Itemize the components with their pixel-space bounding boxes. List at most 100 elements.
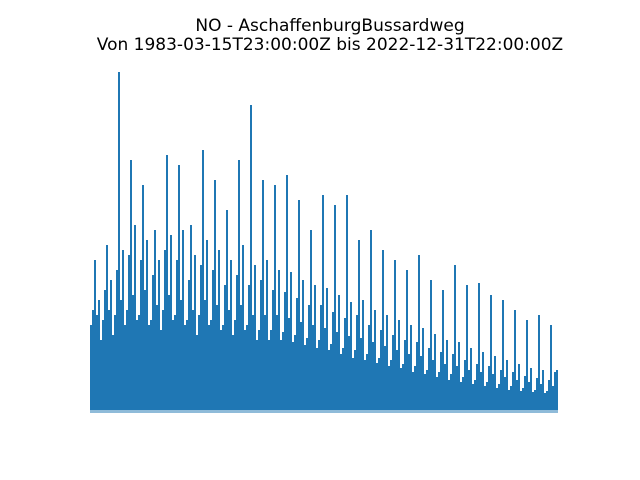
series-spike-column <box>344 318 346 410</box>
series-spike-column <box>406 270 408 410</box>
series-spike-column <box>222 325 224 410</box>
series-spike-column <box>308 305 310 410</box>
series-spike-column <box>276 315 278 410</box>
series-spike-column <box>328 350 330 410</box>
series-spike-column <box>232 335 234 410</box>
series-spike-column <box>438 372 440 410</box>
series-spike-column <box>284 292 286 410</box>
series-spike-column <box>146 240 148 410</box>
series-spike-column <box>536 378 538 410</box>
series-spike-column <box>96 315 98 410</box>
series-spike-column <box>170 235 172 410</box>
series-spike-column <box>278 270 280 410</box>
series-spike-column <box>454 265 456 410</box>
series-spike-column <box>208 325 210 410</box>
series-spike-column <box>164 250 166 410</box>
series-spike-column <box>490 295 492 410</box>
series-spike-column <box>370 230 372 410</box>
series-spike-column <box>548 380 550 410</box>
series-spike-column <box>374 310 376 410</box>
series-spike-column <box>448 380 450 410</box>
series-spike-column <box>186 320 188 410</box>
series-spike-column <box>318 340 320 410</box>
series-spike-column <box>534 390 536 410</box>
series-spike-column <box>296 298 298 410</box>
series-spike-column <box>172 320 174 410</box>
series-spike-column <box>554 372 556 410</box>
series-spike-column <box>262 180 264 410</box>
series-spike-column <box>550 325 552 410</box>
series-spike-column <box>310 230 312 410</box>
series-spike-column <box>312 325 314 410</box>
series-spike-column <box>144 290 146 410</box>
series-spike-column <box>528 382 530 410</box>
series-spike-column <box>430 280 432 410</box>
series-spike-column <box>378 358 380 410</box>
series-spike-column <box>148 325 150 410</box>
series-spike-column <box>416 342 418 410</box>
series-spike-column <box>382 250 384 410</box>
series-spike-column <box>192 310 194 410</box>
series-spike-column <box>104 290 106 410</box>
series-spike-column <box>510 386 512 410</box>
series-spike-column <box>496 388 498 410</box>
series-spike-column <box>480 372 482 410</box>
series-spike-column <box>410 325 412 410</box>
series-spike-column <box>230 260 232 410</box>
series-spike-column <box>152 275 154 410</box>
series-spike-column <box>286 175 288 410</box>
series-spike-column <box>168 295 170 410</box>
series-spike-column <box>140 260 142 410</box>
series-spike-column <box>108 310 110 410</box>
series-spike-column <box>244 330 246 410</box>
series-spike-column <box>124 325 126 410</box>
series-spike-column <box>138 315 140 410</box>
series-spike-column <box>412 372 414 410</box>
series-spike-column <box>514 310 516 410</box>
series-spike-column <box>540 384 542 410</box>
series-spike-column <box>160 330 162 410</box>
series-spike-column <box>90 325 92 410</box>
series-spike-column <box>102 320 104 410</box>
series-spike-column <box>482 352 484 410</box>
series-spike-column <box>304 345 306 410</box>
series-spike-column <box>134 225 136 410</box>
series-spike-column <box>306 338 308 410</box>
series-spike-column <box>204 300 206 410</box>
series-spike-column <box>518 364 520 410</box>
series-spike-column <box>494 356 496 410</box>
series-spike-column <box>426 370 428 410</box>
series-spike-column <box>250 105 252 410</box>
chart-title-block: NO - AschaffenburgBussardweg Von 1983-03… <box>80 17 580 55</box>
series-spike-column <box>178 165 180 410</box>
series-spike-column <box>516 380 518 410</box>
series-spike-column <box>282 332 284 410</box>
series-spike-column <box>158 260 160 410</box>
series-spike-column <box>358 240 360 410</box>
series-spike-column <box>218 250 220 410</box>
series-spike-column <box>142 185 144 410</box>
series-spike-column <box>524 376 526 410</box>
series-spike-column <box>414 366 416 410</box>
chart-title: NO - AschaffenburgBussardweg <box>195 16 465 36</box>
series-spike-column <box>366 354 368 410</box>
series-spike-column <box>452 354 454 410</box>
series-spike-column <box>506 360 508 410</box>
series-spike-column <box>340 354 342 410</box>
series-spike-column <box>106 245 108 410</box>
series-spike-column <box>324 328 326 410</box>
series-spike-column <box>212 270 214 410</box>
series-spike-column <box>202 150 204 410</box>
series-spike-column <box>220 330 222 410</box>
series-spike-column <box>264 315 266 410</box>
series-spike-column <box>466 285 468 410</box>
series-spike-column <box>512 372 514 410</box>
series-spike-column <box>476 364 478 410</box>
series-spike-column <box>470 348 472 410</box>
series-spike-column <box>446 340 448 410</box>
series-spike-column <box>372 342 374 410</box>
series-spike-column <box>182 230 184 410</box>
series-spike-column <box>302 280 304 410</box>
series-spike-column <box>110 280 112 410</box>
